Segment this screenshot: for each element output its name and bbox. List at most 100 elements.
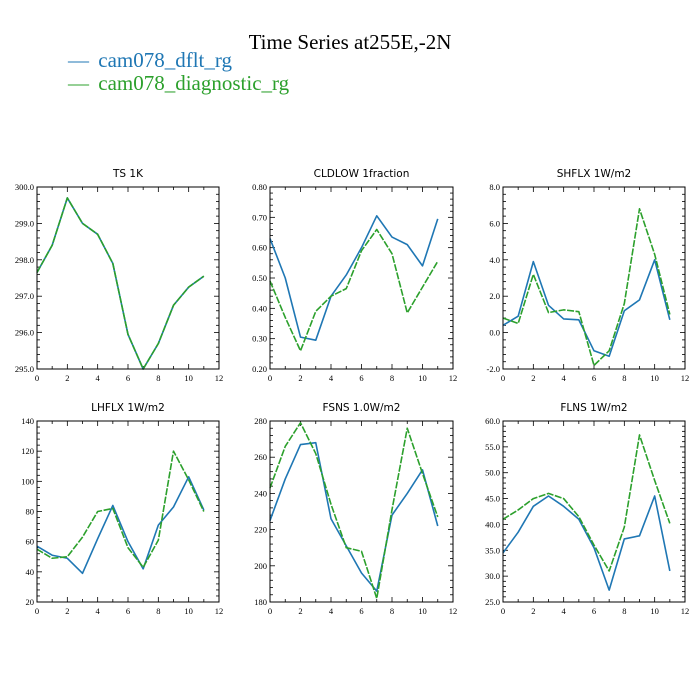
y-tick-label: 300.0: [15, 182, 34, 192]
chart-panel: LHFLX 1W/m2 0 2 4 6 8 10 12 20 40 60 80 100 120 140: [21, 402, 223, 616]
figure-title: Time Series at255E,-2N: [249, 30, 452, 54]
x-tick-label: 2: [65, 373, 69, 383]
x-tick-label: 12: [449, 373, 458, 383]
x-tick-label: 4: [96, 373, 101, 383]
y-tick-label: 4.0: [489, 255, 500, 265]
y-tick-label: 0.60: [252, 243, 267, 253]
series-line-dflt: [502, 258, 671, 358]
plot-frame: [36, 186, 220, 370]
y-tick-label: 6.0: [489, 218, 500, 228]
y-tick-label: 2.0: [489, 291, 500, 301]
panel-title: FLNS 1W/m2: [560, 402, 627, 414]
y-tick-label: 60: [26, 537, 35, 547]
y-tick-label: 297.0: [15, 291, 34, 301]
series-line-diagnostic: [269, 228, 439, 352]
y-tick-label: 0.70: [252, 212, 267, 222]
y-tick-label: 280: [254, 416, 267, 426]
x-tick-label: 0: [35, 373, 39, 383]
series-line-dflt: [36, 476, 205, 575]
x-tick-label: 4: [562, 606, 567, 616]
x-tick-label: 0: [501, 373, 505, 383]
series-line-dflt: [502, 495, 671, 591]
x-tick-label: 8: [156, 373, 160, 383]
x-tick-label: 12: [215, 606, 224, 616]
x-tick-label: 2: [531, 373, 535, 383]
legend-line-icon: —: [67, 48, 90, 72]
chart-panel: SHFLX 1W/m2 0 2 4 6 8 10 12 -2.0 0.0 2.0 4.0 6.0 8.0: [487, 168, 690, 383]
series-line-dflt: [269, 215, 439, 341]
series-line-diagnostic: [269, 422, 439, 600]
chart-panel: TS 1K 0 2 4 6 8 10 12 295.0 296.0 297.0 298.0 299.0 3…: [15, 168, 223, 383]
y-tick-label: 296.0: [15, 328, 34, 338]
x-tick-label: 10: [418, 606, 427, 616]
y-tick-label: 0.30: [252, 334, 267, 344]
y-tick-label: 120: [21, 446, 34, 456]
y-tick-label: 220: [254, 525, 267, 535]
series-line-dflt: [269, 441, 439, 592]
y-tick-label: 295.0: [15, 364, 34, 374]
y-tick-label: 240: [254, 488, 267, 498]
plot-frame: [269, 186, 454, 370]
y-tick-label: 200: [254, 561, 267, 571]
x-tick-label: 10: [184, 373, 193, 383]
y-tick-label: 20: [26, 597, 35, 607]
x-tick-label: 12: [681, 373, 690, 383]
chart-panel: CLDLOW 1fraction 0 2 4 6 8 10 12 0.20 0.30 0.40 0.5…: [252, 168, 457, 383]
y-tick-label: 8.0: [489, 182, 500, 192]
x-tick-label: 6: [359, 606, 363, 616]
y-tick-label: 260: [254, 452, 267, 462]
panel-title: SHFLX 1W/m2: [557, 168, 632, 180]
x-tick-label: 4: [329, 606, 334, 616]
legend: — cam078_dflt_rg — cam078_diagnostic_rg: [67, 48, 290, 95]
y-tick-label: 0.20: [252, 364, 267, 374]
x-tick-label: 10: [650, 606, 659, 616]
panel-title: FSNS 1.0W/m2: [323, 402, 401, 414]
x-tick-label: 6: [126, 606, 130, 616]
legend-entry-diagnostic: — cam078_diagnostic_rg: [67, 71, 290, 95]
y-tick-label: 40: [26, 567, 35, 577]
x-tick-label: 12: [215, 373, 224, 383]
x-tick-label: 0: [268, 373, 272, 383]
y-tick-label: 35.0: [485, 545, 500, 555]
y-tick-label: -2.0: [487, 364, 500, 374]
chart-panel: FLNS 1W/m2 0 2 4 6 8 10 12 25.0 30.0 35.0 40.0 45.0 5…: [485, 402, 689, 616]
x-tick-label: 0: [501, 606, 505, 616]
x-tick-label: 8: [622, 373, 626, 383]
x-tick-label: 4: [96, 606, 101, 616]
x-tick-label: 8: [390, 373, 394, 383]
series-line-diagnostic: [502, 434, 671, 572]
panel-grid: TS 1K 0 2 4 6 8 10 12 295.0 296.0 297.0 298.0 299.0 3…: [15, 168, 689, 616]
y-tick-label: 40.0: [485, 519, 500, 529]
y-tick-label: 25.0: [485, 597, 500, 607]
plot-frame: [502, 420, 686, 603]
x-tick-label: 8: [390, 606, 394, 616]
y-tick-label: 140: [21, 416, 34, 426]
plot-frame: [36, 420, 220, 603]
panel-title: TS 1K: [112, 168, 144, 180]
x-tick-label: 12: [681, 606, 690, 616]
x-tick-label: 6: [126, 373, 130, 383]
panel-title: LHFLX 1W/m2: [91, 402, 165, 414]
y-tick-label: 100: [21, 476, 34, 486]
x-tick-label: 8: [156, 606, 160, 616]
x-tick-label: 10: [184, 606, 193, 616]
x-tick-label: 6: [359, 373, 363, 383]
x-tick-label: 2: [531, 606, 535, 616]
y-tick-label: 80: [26, 507, 35, 517]
x-tick-label: 4: [329, 373, 334, 383]
y-tick-label: 50.0: [485, 468, 500, 478]
x-tick-label: 10: [650, 373, 659, 383]
x-tick-label: 2: [298, 606, 302, 616]
plot-frame: [269, 420, 454, 603]
legend-label: cam078_dflt_rg: [98, 48, 232, 72]
y-tick-label: 0.0: [489, 328, 500, 338]
legend-line-icon: —: [67, 71, 90, 95]
x-tick-label: 12: [449, 606, 458, 616]
y-tick-label: 298.0: [15, 255, 34, 265]
x-tick-label: 0: [268, 606, 272, 616]
x-tick-label: 4: [562, 373, 567, 383]
y-tick-label: 45.0: [485, 494, 500, 504]
y-tick-label: 180: [254, 597, 267, 607]
y-tick-label: 0.40: [252, 303, 267, 313]
y-tick-label: 55.0: [485, 442, 500, 452]
